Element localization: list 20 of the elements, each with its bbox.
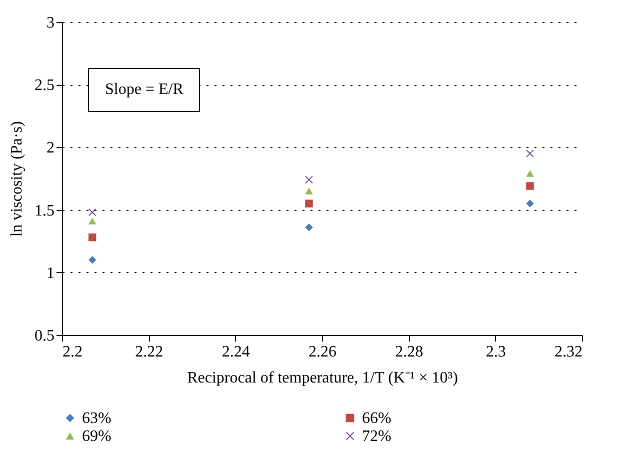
legend-label: 66% [362, 410, 392, 427]
y-tick-label: 3 [46, 14, 54, 32]
y-tick-label: 1.5 [34, 202, 54, 220]
x-tick-label: 2.22 [135, 344, 164, 360]
x-tick-label: 2.32 [554, 344, 582, 360]
annotation: Slope = E/R [88, 68, 200, 112]
x-tick-label: 2.26 [308, 344, 336, 360]
y-axis-title: ln viscosity (Pa·s) [8, 121, 26, 237]
x-tick-label: 2.2 [62, 344, 82, 360]
y-tick-label: 2.5 [34, 77, 54, 94]
x-tick-label: 2.3 [486, 344, 506, 360]
y-tick-label: 1 [46, 264, 54, 282]
legend-label: 72% [362, 428, 392, 445]
legend-label: 69% [82, 428, 112, 445]
x-tick-label: 2.28 [395, 344, 424, 360]
y-tick-label: 0.5 [34, 328, 54, 344]
legend-label: 63% [82, 410, 112, 427]
x-axis-title: Reciprocal of temperature, 1/T (K⁻¹ × 10³) [187, 370, 458, 386]
y-tick-label: 2 [46, 140, 54, 157]
x-tick-label: 2.24 [222, 344, 250, 360]
